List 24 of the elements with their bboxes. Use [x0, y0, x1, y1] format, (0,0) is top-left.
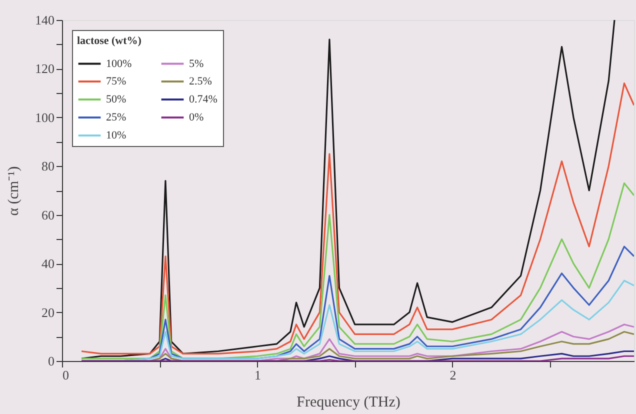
- y-axis-title: α (cm⁻¹): [6, 166, 22, 216]
- y-tick-label: 20: [42, 304, 54, 320]
- y-tick-label: 40: [42, 256, 54, 272]
- line-series: [80, 182, 634, 360]
- legend-label: 75%: [106, 76, 126, 88]
- y-tick-label: 140: [35, 12, 54, 28]
- legend-title: lactose (wt%): [77, 35, 142, 47]
- x-tick-label: 2: [450, 368, 456, 382]
- x-tick-label: 0: [62, 368, 69, 382]
- legend-label: 100%: [106, 58, 132, 70]
- legend-label: 10%: [106, 130, 126, 142]
- y-tick-label: 60: [42, 207, 54, 222]
- y-tick-label: 100: [35, 110, 54, 125]
- legend-label: 0.74%: [189, 94, 218, 106]
- legend-label: 50%: [106, 94, 126, 106]
- y-tick-label: 80: [42, 158, 54, 174]
- legend-label: 5%: [189, 58, 204, 70]
- x-tick-label: 1: [254, 368, 261, 382]
- y-tick-label: 120: [35, 61, 54, 76]
- legend-label: 2.5%: [189, 76, 212, 88]
- legend-label: 25%: [106, 112, 126, 124]
- y-tick-label: 0: [48, 354, 54, 368]
- legend-label: 0%: [189, 112, 204, 124]
- x-axis-title: Frequency (THz): [296, 394, 400, 410]
